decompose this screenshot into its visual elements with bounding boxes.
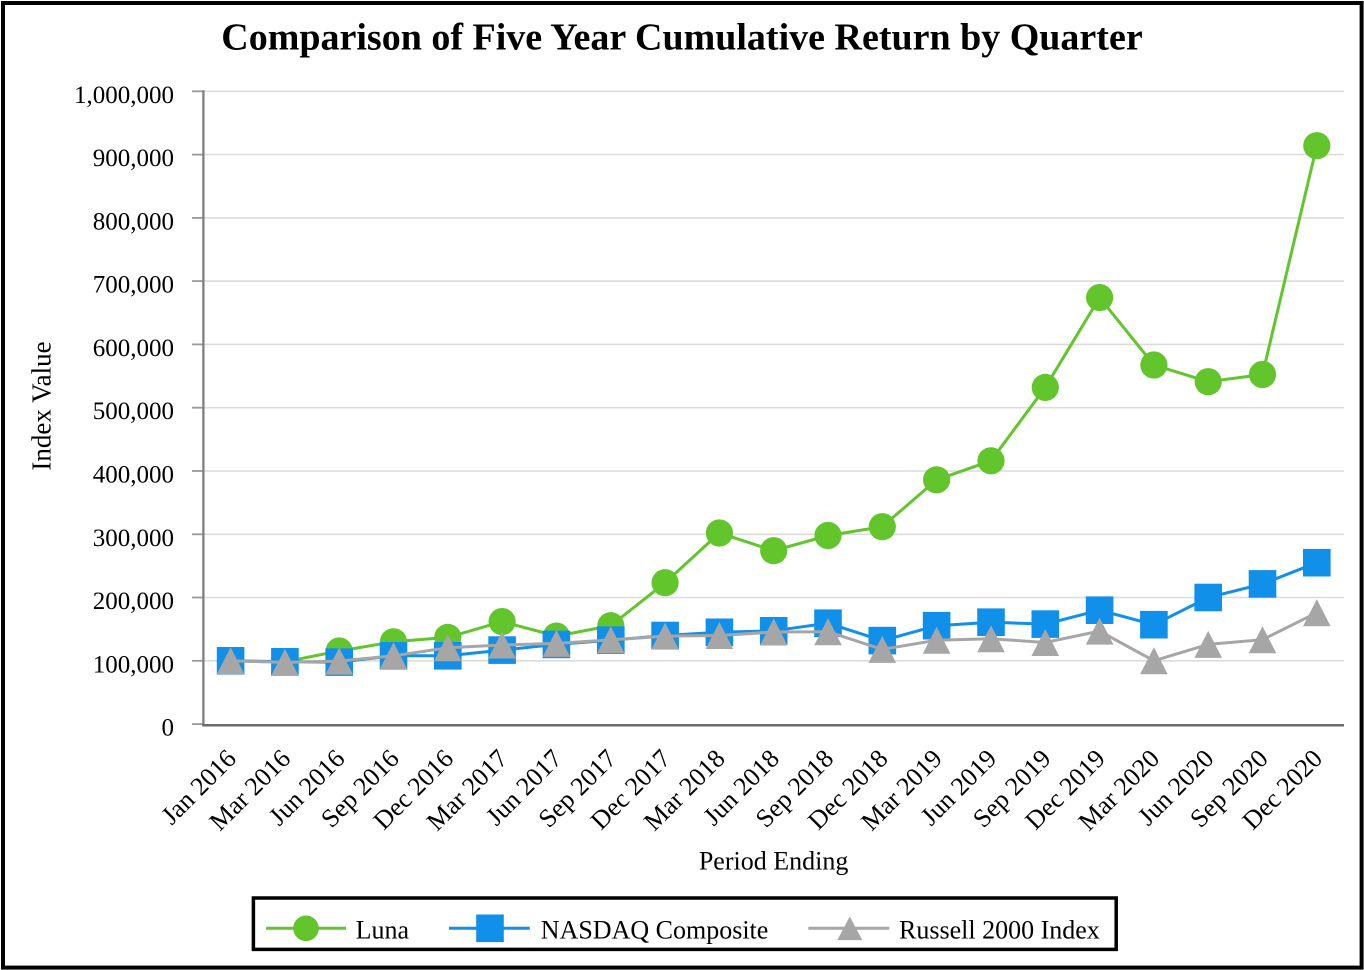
svg-text:Russell 2000 Index: Russell 2000 Index bbox=[899, 916, 1100, 945]
svg-text:600,000: 600,000 bbox=[93, 335, 174, 362]
svg-text:Luna: Luna bbox=[356, 916, 410, 945]
svg-text:400,000: 400,000 bbox=[93, 462, 174, 489]
svg-text:900,000: 900,000 bbox=[93, 145, 174, 172]
svg-text:200,000: 200,000 bbox=[93, 588, 174, 615]
svg-text:Comparison of Five Year Cumula: Comparison of Five Year Cumulative Retur… bbox=[221, 17, 1143, 59]
svg-text:500,000: 500,000 bbox=[93, 398, 174, 425]
svg-text:700,000: 700,000 bbox=[93, 272, 174, 299]
svg-text:100,000: 100,000 bbox=[93, 651, 174, 678]
svg-text:Index Value: Index Value bbox=[27, 341, 57, 470]
svg-text:300,000: 300,000 bbox=[93, 525, 174, 552]
svg-text:800,000: 800,000 bbox=[93, 208, 174, 235]
svg-text:NASDAQ Composite: NASDAQ Composite bbox=[541, 916, 769, 945]
svg-text:1,000,000: 1,000,000 bbox=[74, 82, 174, 109]
svg-text:0: 0 bbox=[162, 715, 175, 742]
svg-text:Period Ending: Period Ending bbox=[699, 847, 849, 876]
